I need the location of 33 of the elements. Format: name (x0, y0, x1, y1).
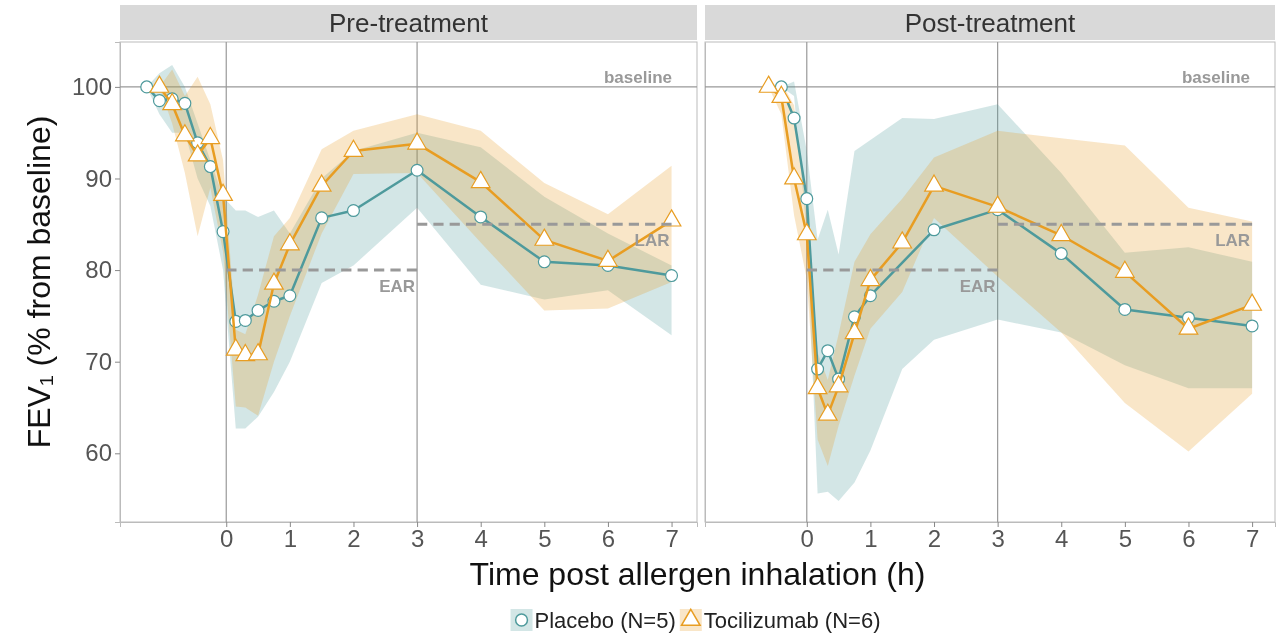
x-tick-label: 3 (410, 525, 425, 553)
y-axis-title: FEV₁ (% from baseline) (21, 115, 57, 449)
ref-line-label: baseline (603, 67, 672, 87)
x-tick-label: 0 (220, 525, 234, 553)
chart-title: Post-treatment (904, 8, 1077, 38)
y-tick-label: 70 (85, 347, 112, 375)
series-label: LAR (634, 231, 670, 251)
x-tick-label: 6 (1182, 525, 1196, 553)
chart-title: Pre-treatment (329, 8, 489, 38)
x-tick-label: 5 (1118, 525, 1133, 553)
y-tick-label: 80 (85, 256, 112, 284)
x-tick-label: 7 (1245, 525, 1260, 553)
legend-label: Tocilizumab (N=6) (703, 608, 881, 633)
series-label: LAR (1215, 231, 1251, 251)
x-tick-label: 1 (864, 525, 878, 553)
legend-label: Placebo (N=5) (534, 608, 676, 633)
y-tick-label: 60 (85, 439, 112, 467)
x-tick-label: 5 (538, 525, 552, 553)
x-tick-label: 0 (800, 525, 814, 553)
x-axis-title: Time post allergen inhalation (h) (469, 556, 926, 592)
x-tick-label: 4 (1055, 525, 1069, 553)
x-tick-label: 2 (347, 525, 361, 553)
y-tick-label: 90 (85, 164, 112, 192)
series-label: EAR (959, 277, 996, 297)
y-tick-label: 100 (71, 73, 112, 101)
x-tick-label: 1 (283, 525, 298, 553)
ref-line-label: baseline (1181, 67, 1250, 87)
x-tick-label: 2 (927, 525, 942, 553)
x-tick-label: 3 (991, 525, 1005, 553)
series-label: EAR (379, 277, 416, 297)
x-tick-label: 7 (665, 525, 679, 553)
x-tick-label: 4 (474, 525, 488, 553)
x-tick-label: 6 (601, 525, 616, 553)
